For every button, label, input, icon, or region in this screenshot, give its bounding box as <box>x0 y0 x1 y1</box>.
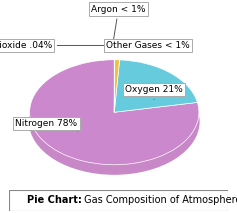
Text: Argon < 1%: Argon < 1% <box>91 4 146 43</box>
Text: Oxygen 21%: Oxygen 21% <box>125 85 183 100</box>
Wedge shape <box>114 60 115 112</box>
Text: Other Gases < 1%: Other Gases < 1% <box>106 41 190 50</box>
Wedge shape <box>30 60 199 165</box>
Text: Nitrogen 78%: Nitrogen 78% <box>15 119 78 131</box>
FancyBboxPatch shape <box>9 190 228 211</box>
Wedge shape <box>114 60 197 112</box>
Text: Gas Composition of Atmosphere: Gas Composition of Atmosphere <box>82 195 237 205</box>
Wedge shape <box>114 60 120 112</box>
Ellipse shape <box>30 69 199 174</box>
Text: Pie Chart:: Pie Chart: <box>27 195 82 205</box>
Text: Carbon Dioxide .04%: Carbon Dioxide .04% <box>0 41 104 50</box>
